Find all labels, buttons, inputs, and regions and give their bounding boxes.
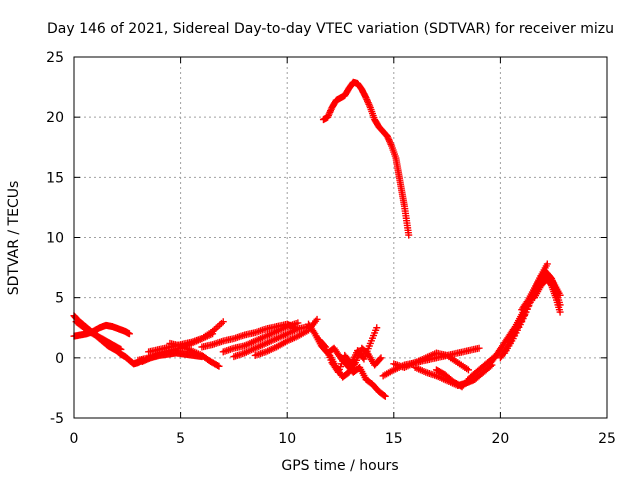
y-tick-label: 10 — [46, 231, 64, 247]
chart-title: Day 146 of 2021, Sidereal Day-to-day VTE… — [47, 21, 614, 37]
series-midday-3 — [198, 320, 300, 351]
y-tick-label: 5 — [55, 291, 64, 307]
x-tick-label: 0 — [70, 431, 79, 447]
data-point-markers — [138, 349, 206, 365]
data-point-markers — [390, 349, 472, 374]
y-tick-label: 25 — [46, 50, 64, 66]
y-axis-title: SDTVAR / TECUs — [6, 181, 22, 296]
data-point-markers — [518, 270, 564, 314]
y-tick-label: -5 — [50, 411, 64, 427]
x-tick-label: 20 — [491, 431, 509, 447]
data-point-markers — [230, 323, 313, 361]
x-tick-label: 10 — [278, 431, 296, 447]
data-point-markers — [326, 344, 385, 381]
x-tick-label: 25 — [598, 431, 616, 447]
data-point-markers — [72, 318, 125, 353]
series-evening-decline-2 — [518, 270, 564, 314]
x-axis-title: GPS time / hours — [281, 458, 398, 474]
x-tick-label: 15 — [385, 431, 403, 447]
x-tick-label: 5 — [176, 431, 185, 447]
series-morning-low — [138, 349, 206, 365]
y-tick-label: 15 — [46, 170, 64, 186]
data-point-markers — [198, 320, 300, 351]
series-evening-decline — [531, 274, 564, 316]
series-early-mid — [72, 318, 125, 353]
series-noon-noisy-3 — [326, 344, 385, 381]
data-points — [70, 78, 564, 400]
data-point-markers — [531, 274, 564, 316]
series-midday-2 — [230, 323, 313, 361]
series-afternoon-low-2 — [390, 349, 472, 374]
data-point-markers — [319, 78, 413, 239]
y-tick-label: 0 — [55, 351, 64, 367]
axis-ticks: 0 5 10 15 20 25 -5 0 5 10 15 20 25 — [46, 50, 616, 447]
series-afternoon-peak — [319, 78, 413, 239]
y-tick-label: 20 — [46, 110, 64, 126]
